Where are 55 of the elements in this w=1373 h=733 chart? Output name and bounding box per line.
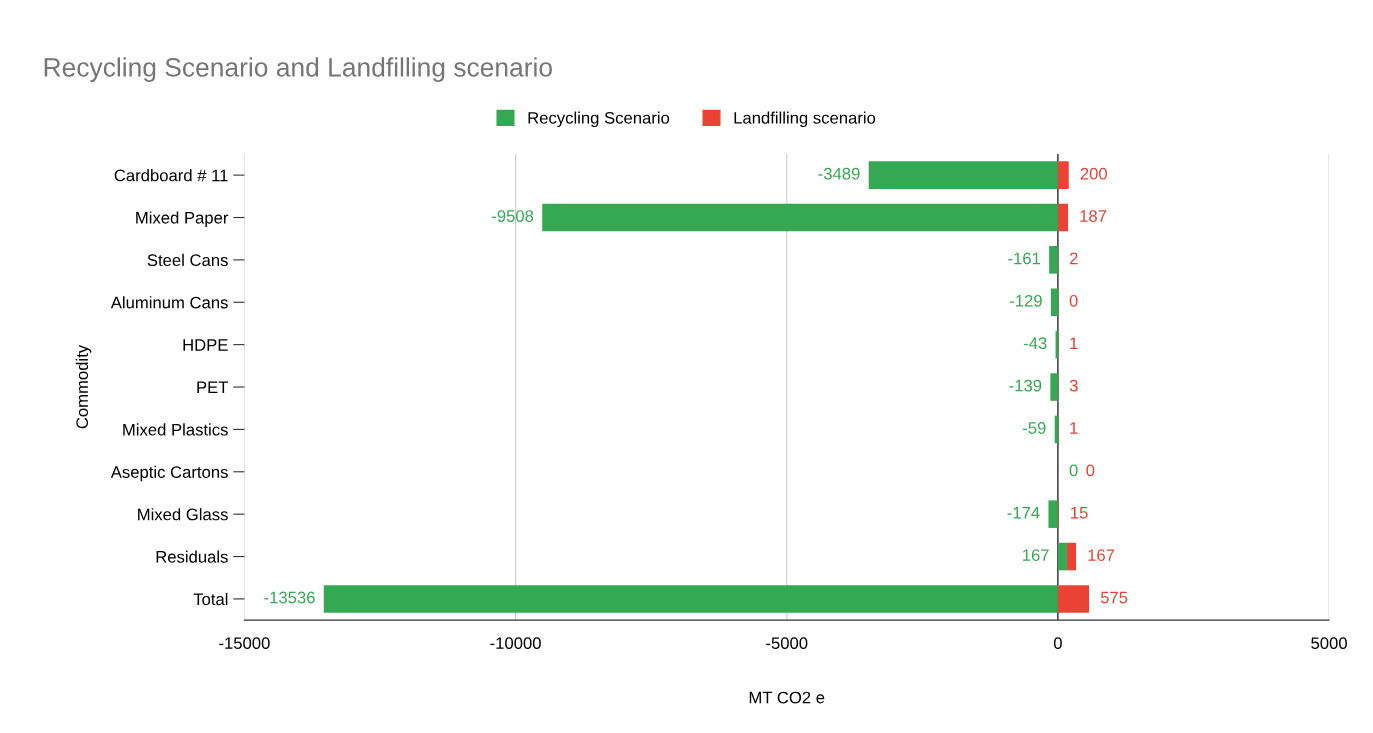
data-label: -43 [1023, 337, 1047, 350]
y-tick-label: HDPE [183, 339, 228, 351]
data-label: -3489 [818, 167, 860, 180]
data-label: -13536 [264, 591, 315, 604]
data-label: 3 [1069, 379, 1078, 392]
y-tick-label: Aluminum Cans [110, 296, 228, 309]
y-tick-label: Steel Cans [147, 253, 228, 267]
bar [542, 203, 1058, 232]
y-tick-label: Total [193, 592, 228, 606]
data-label: 0 [1069, 464, 1078, 477]
data-label: 167 [1088, 549, 1115, 562]
bar [1057, 585, 1090, 613]
bar [1057, 203, 1069, 232]
bar [1049, 246, 1058, 274]
data-label: -161 [1008, 252, 1041, 265]
data-label: 1 [1070, 337, 1078, 349]
data-label: 167 [1023, 549, 1049, 562]
x-axis-title: MT CO2 e [749, 691, 825, 704]
data-label: 0 [1086, 464, 1095, 477]
data-label: -129 [1009, 294, 1042, 307]
data-label: 2 [1069, 252, 1078, 265]
y-tick-label: Residuals [156, 550, 228, 563]
x-tick-label: 0 [1053, 637, 1062, 650]
y-tick-label: Mixed Glass [138, 508, 228, 521]
data-label: -139 [1009, 379, 1042, 392]
data-label: 200 [1080, 167, 1108, 180]
bar [1057, 161, 1069, 189]
data-label: 0 [1069, 294, 1078, 307]
data-label: -174 [1007, 507, 1040, 519]
bar [323, 585, 1058, 613]
data-label: 15 [1071, 507, 1088, 519]
bar [1048, 500, 1058, 528]
y-tick-label: Mixed Paper [136, 211, 229, 227]
bar [1050, 288, 1058, 317]
data-label: 575 [1100, 591, 1128, 604]
data-label: -9508 [492, 210, 534, 222]
y-tick-label: Cardboard # 11 [114, 169, 228, 182]
data-label: -59 [1023, 422, 1046, 434]
legend-label: Landfilling scenario [734, 111, 876, 128]
x-tick-label: -15000 [219, 637, 270, 650]
y-tick-label: Aseptic Cartons [110, 465, 228, 482]
y-tick-label: PET [197, 381, 229, 394]
data-label: 1 [1070, 422, 1078, 434]
bar [868, 161, 1058, 189]
y-tick-label: Mixed Plastics [123, 423, 228, 436]
x-tick-label: -5000 [766, 637, 808, 650]
bar [1066, 542, 1077, 571]
legend-label: Recycling Scenario [528, 111, 670, 128]
x-tick-label: -10000 [490, 637, 541, 650]
bar [1057, 542, 1067, 571]
chart-title: Recycling Scenario and Landfilling scenario [44, 57, 552, 82]
y-axis-title: Commodity [75, 344, 92, 429]
x-tick-label: 5000 [1311, 637, 1347, 650]
bar [1050, 373, 1058, 401]
data-label: 187 [1080, 210, 1107, 222]
